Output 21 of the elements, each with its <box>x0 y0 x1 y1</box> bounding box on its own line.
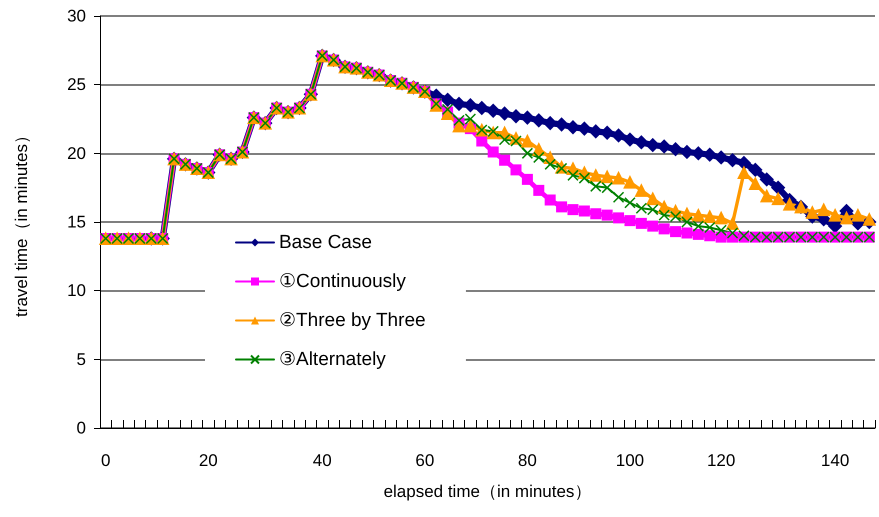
x-tick-label: 40 <box>312 451 332 470</box>
x-tick-label: 0 <box>100 451 110 470</box>
y-tick-label: 25 <box>67 75 86 94</box>
y-tick-label: 0 <box>76 418 86 438</box>
x-tick-label: 140 <box>820 451 850 470</box>
x-axis-title: elapsed time（in minutes） <box>384 482 592 501</box>
legend-label: Base Case <box>279 232 372 253</box>
y-axis-title: travel time（in minutes） <box>12 127 31 317</box>
y-tick-label: 10 <box>67 281 86 300</box>
y-tick-label: 15 <box>67 212 86 232</box>
y-tick-label: 30 <box>67 6 86 26</box>
x-tick-label: 20 <box>198 451 218 470</box>
legend-label: ②Three by Three <box>279 310 426 331</box>
x-tick-label: 120 <box>706 451 736 470</box>
legend-label: ①Continuously <box>279 271 406 292</box>
x-tick-label: 100 <box>616 451 644 470</box>
y-tick-label: 5 <box>76 350 86 369</box>
x-tick-label: 60 <box>415 451 434 470</box>
y-tick-label: 20 <box>67 144 86 163</box>
x-tick-label: 80 <box>518 451 537 470</box>
legend-label: ③Alternately <box>279 349 386 370</box>
